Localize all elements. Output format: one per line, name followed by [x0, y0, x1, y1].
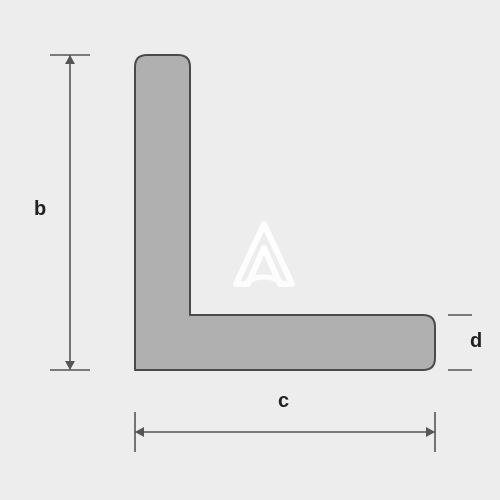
- diagram-svg: [0, 0, 500, 500]
- dimension-label-d: d: [470, 330, 482, 353]
- dimension-label-b: b: [34, 198, 46, 221]
- diagram-canvas: b c d: [0, 0, 500, 500]
- dimension-label-c: c: [278, 390, 289, 413]
